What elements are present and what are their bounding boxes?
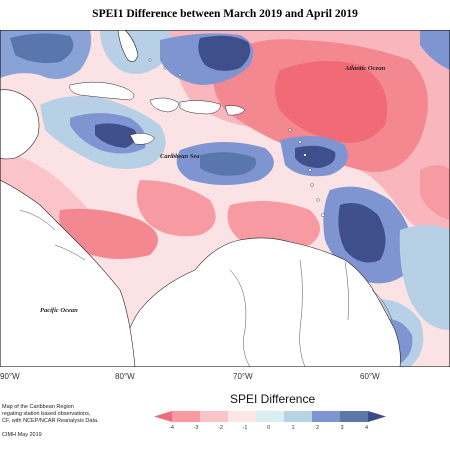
legend-colorbar — [154, 411, 386, 422]
legend-swatch-1 — [172, 411, 201, 422]
lon-label-80w: 80°W — [115, 372, 135, 381]
legend-swatch-2 — [200, 411, 229, 422]
legend-swatch-7 — [340, 411, 369, 422]
lon-label-70w: 70°W — [233, 372, 253, 381]
legend-tick-4: 0 — [267, 425, 271, 431]
lon-label-60w: 60°W — [360, 372, 380, 381]
legend-title: SPEI Difference — [230, 392, 316, 406]
pacific-ocean-label: Pacific Ocean — [40, 307, 78, 314]
caribbean-sea-label: Caribbean Sea — [160, 153, 200, 160]
credit-line-2: regating station based observations, — [2, 411, 91, 417]
credit-line-4: CIMH May 2019 — [2, 432, 42, 438]
legend-tick-1: -3 — [193, 425, 199, 431]
legend-tick-5: 1 — [291, 425, 295, 431]
atlantic-ocean-label: Atlantic Ocean — [344, 65, 386, 72]
legend-tick-8: 4 — [365, 425, 369, 431]
legend-tick-0: -4 — [169, 425, 174, 431]
legend-swatch-8 — [368, 411, 386, 422]
legend-tick-2: -2 — [218, 425, 223, 431]
credit-line-1: Map of the Caribbean Region — [2, 404, 74, 410]
legend-swatch-4 — [256, 411, 285, 422]
lon-label-90w: 90°W — [0, 372, 20, 381]
legend-tick-7: 3 — [340, 425, 344, 431]
legend-swatch-0 — [154, 411, 172, 422]
legend-swatch-3 — [228, 411, 257, 422]
credit-line-3: CF, with NCEP/NCAR Reanalysis Data. — [2, 418, 99, 424]
speei-map: Atlantic Ocean Caribbean Sea Pacific Oce… — [0, 30, 450, 367]
map-title: SPEI1 Difference between March 2019 and … — [92, 8, 358, 20]
legend-swatch-6 — [312, 411, 341, 422]
legend-swatch-5 — [284, 411, 313, 422]
legend-tick-6: 2 — [316, 425, 320, 431]
legend-tick-3: -1 — [242, 425, 248, 431]
